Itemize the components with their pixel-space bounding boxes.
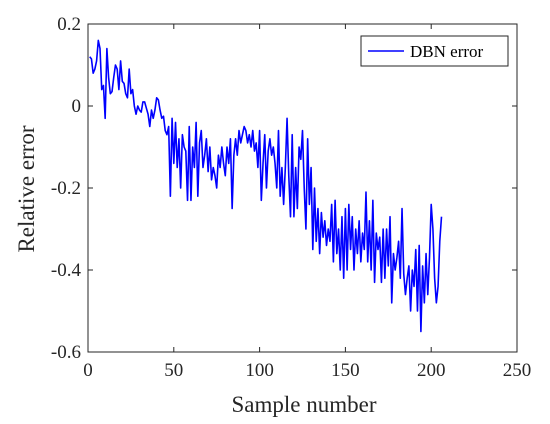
y-tick-label: 0 xyxy=(72,96,82,117)
plot-background xyxy=(88,24,517,352)
x-tick-label: 0 xyxy=(83,360,93,381)
legend-entry-dbn-error: DBN error xyxy=(410,42,484,61)
series-line-dbn-error xyxy=(89,39,443,333)
y-axis-ticks: -0.6 -0.4 -0.2 0 0.2 xyxy=(51,14,517,363)
x-axis-label: Sample number xyxy=(232,392,377,417)
series-layer xyxy=(89,39,443,333)
x-axis-ticks: 0 50 100 150 200 250 xyxy=(83,24,531,381)
legend: DBN error xyxy=(360,35,509,67)
x-tick-label: 150 xyxy=(331,360,360,381)
x-tick-label: 100 xyxy=(245,360,274,381)
x-tick-label: 250 xyxy=(503,360,532,381)
plot-frame xyxy=(87,23,518,353)
x-tick-label: 200 xyxy=(417,360,446,381)
y-tick-label: -0.2 xyxy=(51,178,81,199)
y-tick-label: -0.4 xyxy=(51,260,82,281)
y-axis-label: Relative error xyxy=(14,125,39,252)
x-tick-label: 50 xyxy=(164,360,183,381)
y-tick-label: -0.6 xyxy=(51,342,81,363)
y-tick-label: 0.2 xyxy=(57,14,81,35)
